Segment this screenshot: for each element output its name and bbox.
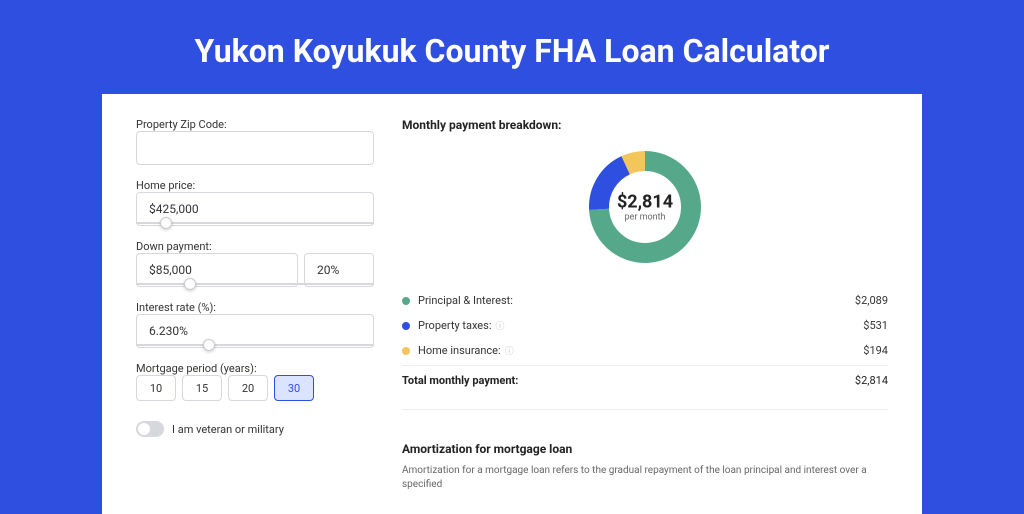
legend-label: Property taxes: [418,319,491,332]
amortization-text: Amortization for a mortgage loan refers … [402,464,888,492]
info-icon[interactable]: ⓘ [495,319,504,332]
form-panel: Property Zip Code: Home price: Down paym… [136,118,374,490]
payment-donut-chart: $2,814 per month [586,148,704,266]
total-label: Total monthly payment: [402,374,518,387]
divider [402,409,888,410]
down-payment-label: Down payment: [136,240,374,253]
period-button-15[interactable]: 15 [182,375,222,401]
interest-slider[interactable] [136,344,374,348]
period-label: Mortgage period (years): [136,362,374,375]
veteran-label: I am veteran or military [172,423,284,436]
period-button-20[interactable]: 20 [228,375,268,401]
calculator-card: Property Zip Code: Home price: Down paym… [102,94,922,514]
legend-value: $2,089 [855,294,888,307]
legend-row: Home insurance: ⓘ $194 [402,338,888,363]
legend-value: $531 [863,319,888,332]
zip-label: Property Zip Code: [136,118,374,131]
donut-subtext: per month [617,213,673,223]
down-payment-slider[interactable] [136,283,374,287]
zip-input[interactable] [136,131,374,165]
period-button-30[interactable]: 30 [274,375,314,401]
legend-row: Principal & Interest: $2,089 [402,288,888,313]
info-icon[interactable]: ⓘ [505,344,514,357]
interest-label: Interest rate (%): [136,301,374,314]
breakdown-title: Monthly payment breakdown: [402,118,888,132]
legend-dot [402,297,410,305]
legend-dot [402,322,410,330]
donut-amount: $2,814 [617,192,673,213]
legend-dot [402,347,410,355]
period-button-10[interactable]: 10 [136,375,176,401]
total-value: $2,814 [855,374,888,387]
period-button-group: 10152030 [136,375,374,401]
home-price-label: Home price: [136,179,374,192]
down-payment-pct-input[interactable] [304,253,374,287]
legend-row: Property taxes: ⓘ $531 [402,313,888,338]
veteran-toggle[interactable] [136,421,164,437]
down-payment-input[interactable] [136,253,298,287]
breakdown-panel: Monthly payment breakdown: $2,814 per mo… [402,118,888,490]
legend-list: Principal & Interest: $2,089 Property taxe… [402,288,888,363]
interest-input[interactable] [136,314,374,348]
home-price-slider[interactable] [136,222,374,226]
amortization-title: Amortization for mortgage loan [402,442,888,456]
legend-value: $194 [863,344,888,357]
page-title: Yukon Koyukuk County FHA Loan Calculator [0,0,1024,94]
legend-label: Principal & Interest: [418,294,513,307]
legend-label: Home insurance: [418,344,501,357]
